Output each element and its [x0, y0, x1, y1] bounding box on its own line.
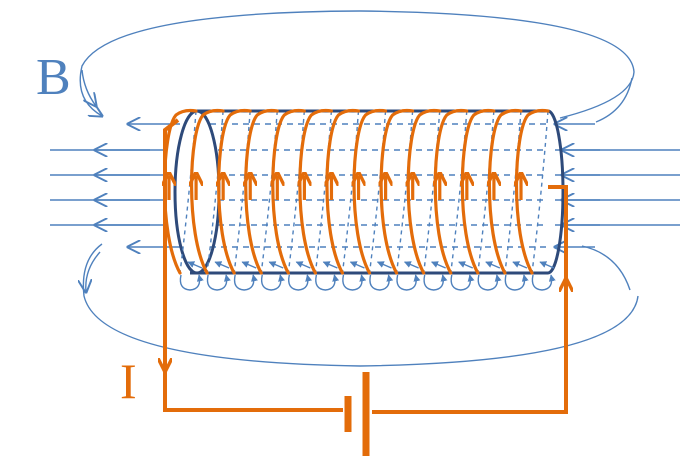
coil-field-arrow-8 [376, 261, 392, 269]
coil-turn-7 [325, 108, 361, 275]
coil-field-arrow-6 [322, 261, 338, 269]
field-curl-9 [396, 274, 421, 291]
bottom-left-outflow [86, 251, 101, 292]
coil-turn-12 [460, 108, 496, 275]
coil-turn-11 [433, 108, 469, 275]
field-label: B [36, 49, 71, 106]
coil-field-arrow-9 [403, 261, 419, 269]
top-return-loop [79, 10, 635, 119]
coil-field-arrow-11 [458, 261, 474, 269]
outer-field-lines [79, 10, 639, 367]
inner-field-lines [50, 124, 680, 247]
field-curl-4 [260, 274, 285, 291]
coil-field-arrow-10 [431, 261, 446, 269]
coil-field-arrow-4 [268, 261, 284, 269]
field-curl-1 [179, 274, 204, 291]
field-curl-8 [369, 274, 394, 291]
coil-turn-3 [217, 108, 252, 275]
coil-back-14 [531, 110, 549, 274]
field-curl-13 [504, 274, 529, 291]
coil-field-arrow-2 [214, 261, 230, 269]
circuit [163, 118, 568, 456]
coil-turn-8 [352, 108, 388, 275]
coil-back-2 [206, 110, 224, 274]
field-curl-7 [342, 274, 367, 291]
coil-turn-2 [190, 108, 225, 275]
coil-windings [165, 108, 556, 291]
top-right-inflow [595, 77, 633, 123]
field-curl-11 [450, 274, 475, 291]
current-label: I [120, 353, 137, 409]
coil-back-12 [477, 110, 495, 274]
left-lead-wire [163, 118, 343, 412]
coil-field-arrow-5 [295, 261, 311, 269]
field-curl-12 [477, 274, 502, 291]
coil-field-arrow-7 [349, 261, 365, 269]
coil-back-6 [314, 110, 333, 274]
coil-field-arrow-14 [539, 261, 555, 269]
top-left-outflow [81, 69, 96, 106]
coil-back-10 [422, 110, 441, 274]
coil-turn-5 [271, 108, 306, 275]
field-curl-2 [206, 274, 231, 291]
coil-back-7 [341, 110, 360, 274]
coil-turn-13 [487, 108, 523, 275]
coil-turn-9 [379, 108, 415, 275]
field-curl-10 [423, 274, 448, 291]
coil-field-arrow-3 [241, 261, 257, 269]
field-curl-6 [315, 274, 340, 291]
coil-back-8 [368, 110, 387, 274]
coil-back-9 [395, 110, 414, 274]
bottom-right-arc [581, 245, 631, 291]
cylinder-right-end [547, 109, 565, 275]
field-curl-3 [233, 274, 258, 291]
coil-back-4 [260, 110, 278, 274]
coil-field-arrow-12 [485, 261, 501, 269]
field-curl-5 [288, 274, 313, 291]
coil-back-3 [233, 110, 251, 274]
field-curl-14 [531, 274, 556, 291]
coil-turn-6 [298, 108, 333, 275]
coil-field-arrow-1 [187, 261, 203, 269]
coil-back-13 [504, 110, 522, 274]
coil-turn-10 [406, 108, 442, 275]
coil-back-1 [179, 110, 197, 274]
solenoid-cylinder [173, 109, 565, 275]
coil-turn-4 [244, 108, 279, 275]
coil-turn-14 [514, 108, 550, 275]
coil-back-5 [287, 110, 306, 274]
right-lead-wire [372, 185, 568, 414]
coil-back-11 [450, 110, 468, 274]
coil-field-arrow-13 [512, 261, 528, 269]
